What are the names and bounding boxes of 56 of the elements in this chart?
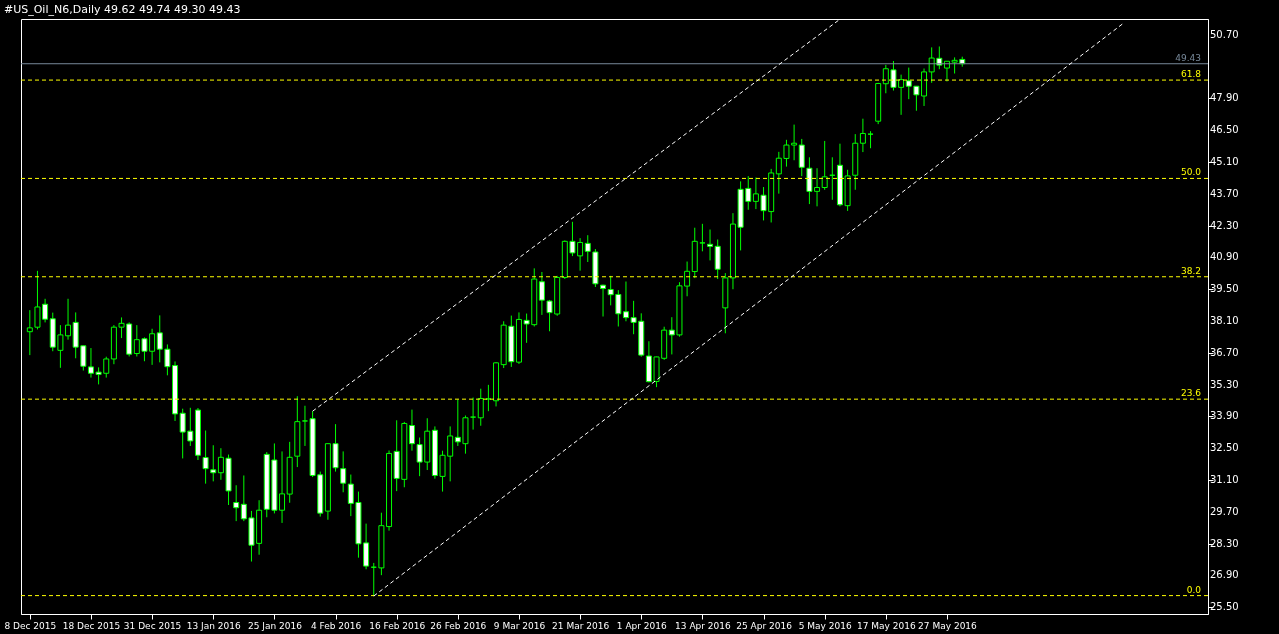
candlestick bbox=[340, 450, 347, 493]
candlestick bbox=[821, 140, 828, 191]
candlestick bbox=[233, 484, 240, 522]
y-tick-label: 33.90 bbox=[1210, 410, 1239, 422]
candlestick bbox=[707, 229, 714, 261]
x-tick-label: 25 Jan 2016 bbox=[247, 620, 303, 631]
y-tick-label: 40.90 bbox=[1210, 251, 1239, 263]
x-tick-label: 5 May 2016 bbox=[798, 620, 852, 631]
x-tick-label: 17 May 2016 bbox=[856, 620, 916, 631]
y-tick-label: 46.50 bbox=[1210, 124, 1239, 136]
x-tick-label: 21 Mar 2016 bbox=[552, 620, 610, 631]
y-tick-label: 26.90 bbox=[1210, 569, 1239, 581]
x-tick-label: 26 Feb 2016 bbox=[430, 620, 487, 631]
candlestick bbox=[470, 397, 477, 431]
x-tick-label: 8 Dec 2015 bbox=[4, 620, 57, 631]
ref-line-label: 49.43 bbox=[1175, 52, 1201, 63]
y-tick-label: 50.70 bbox=[1210, 28, 1239, 40]
annotation: 50.0 bbox=[1180, 167, 1202, 178]
y-tick-label: 25.50 bbox=[1210, 601, 1239, 613]
y-tick-label: 28.30 bbox=[1210, 537, 1239, 549]
y-tick-label: 31.10 bbox=[1210, 474, 1239, 486]
x-tick-label: 18 Dec 2015 bbox=[62, 620, 121, 631]
candlestick bbox=[859, 118, 866, 153]
candlestick bbox=[477, 388, 484, 427]
x-tick-label: 13 Jan 2016 bbox=[186, 620, 241, 631]
y-tick-label: 38.10 bbox=[1210, 315, 1239, 327]
x-tick-label: 25 Apr 2016 bbox=[736, 620, 793, 631]
y-tick-label: 47.90 bbox=[1210, 92, 1239, 104]
y-tick-label: 36.70 bbox=[1210, 346, 1239, 358]
candlestick bbox=[408, 409, 415, 452]
candlestick bbox=[301, 405, 308, 447]
x-tick-label: 13 Apr 2016 bbox=[675, 620, 731, 631]
candlestick bbox=[714, 239, 721, 280]
annotation: 23.6 bbox=[1180, 388, 1202, 399]
y-tick-label: 42.30 bbox=[1210, 219, 1239, 231]
chart-title: #US_Oil_N6,Daily 49.62 49.74 49.30 49.43 bbox=[3, 3, 241, 16]
y-tick-label: 45.10 bbox=[1210, 156, 1239, 168]
annotation: 61.8 bbox=[1180, 69, 1202, 80]
candlestick bbox=[798, 138, 805, 177]
x-tick-label: 16 Feb 2016 bbox=[369, 620, 426, 631]
y-tick-label: 43.70 bbox=[1210, 187, 1239, 199]
y-tick-label: 39.50 bbox=[1210, 283, 1239, 295]
candlestick bbox=[699, 223, 706, 252]
x-tick-label: 1 Apr 2016 bbox=[616, 620, 667, 631]
y-tick-label: 32.50 bbox=[1210, 442, 1239, 454]
x-tick-label: 9 Mar 2016 bbox=[493, 620, 546, 631]
candlestick bbox=[202, 430, 209, 485]
y-tick-label: 35.30 bbox=[1210, 378, 1239, 390]
y-tick-label: 29.70 bbox=[1210, 505, 1239, 517]
x-tick-label: 27 May 2016 bbox=[918, 620, 978, 631]
annotation: 38.2 bbox=[1180, 265, 1201, 276]
annotation: 0.0 bbox=[1186, 584, 1202, 595]
candlestick bbox=[210, 444, 217, 482]
x-tick-label: 4 Feb 2016 bbox=[310, 620, 362, 631]
candlestick bbox=[600, 284, 607, 317]
x-tick-label: 31 Dec 2015 bbox=[123, 620, 182, 631]
